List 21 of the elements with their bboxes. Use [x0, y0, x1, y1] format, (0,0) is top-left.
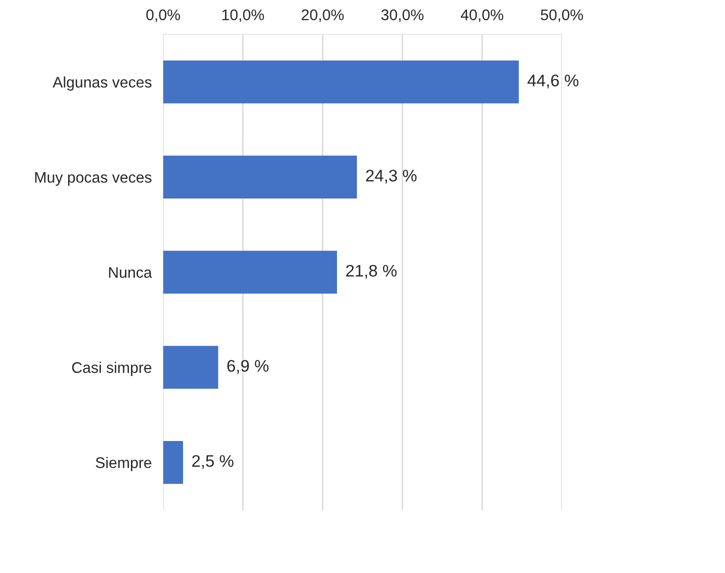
x-tick-label: 30,0% — [381, 9, 424, 22]
x-tick-label: 10,0% — [222, 9, 264, 22]
bar — [163, 156, 357, 198]
data-label: 24,3 % — [366, 170, 417, 184]
bar — [163, 250, 337, 294]
data-label: 6,9 % — [227, 360, 269, 374]
x-tick-label: 0,0% — [146, 9, 180, 22]
bar — [163, 346, 218, 389]
bar — [163, 441, 184, 484]
data-label: 2,5 % — [192, 455, 234, 469]
x-tick-label: 50,0% — [540, 9, 583, 22]
bar — [163, 60, 519, 104]
y-tick-label: Siempre — [96, 456, 152, 472]
data-label: 44,6 % — [528, 74, 578, 88]
data-label: 21,8 % — [346, 264, 397, 279]
y-tick-label: Nunca — [109, 267, 152, 278]
x-tick-label: 40,0% — [460, 9, 504, 22]
y-tick-label: Casi simpre — [72, 362, 152, 376]
y-tick-label: Muy pocas veces — [35, 172, 152, 186]
y-tick-label: Algunas veces — [52, 76, 152, 91]
x-tick-label: 20,0% — [302, 9, 344, 22]
